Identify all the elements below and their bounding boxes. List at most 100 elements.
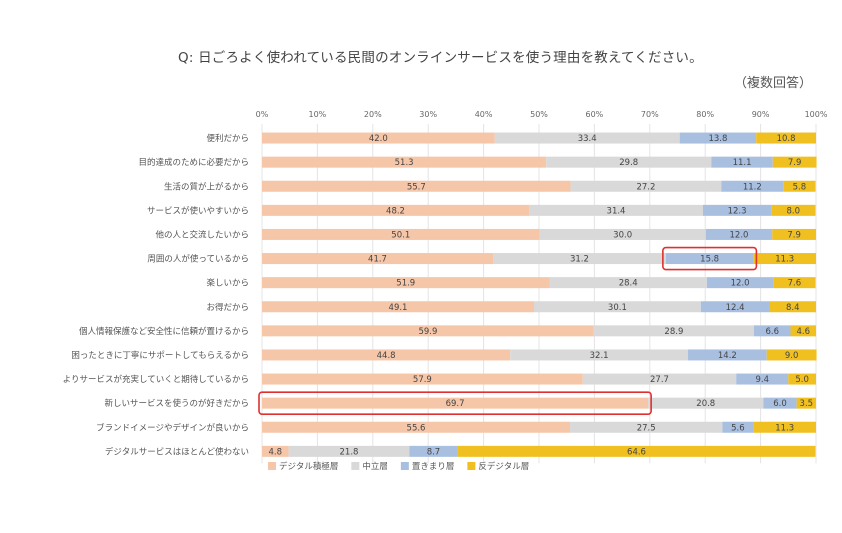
- data-label: 9.0: [785, 351, 799, 361]
- highlight-box: [662, 246, 758, 271]
- bar-segment: [753, 253, 816, 265]
- data-label: 12.0: [730, 230, 749, 240]
- data-label: 5.0: [795, 375, 809, 385]
- bar-segment: [494, 132, 680, 144]
- bar-segment: [262, 132, 495, 144]
- legend-swatch: [467, 462, 476, 470]
- bar-segment: [262, 253, 494, 265]
- category-label: 困ったときに丁寧にサポートしてもらえるから: [71, 350, 249, 361]
- category-label: 他の人と交流したいから: [155, 229, 249, 240]
- bar-segment: [665, 253, 754, 265]
- bar-segment: [753, 325, 791, 337]
- bar-segment: [648, 397, 764, 409]
- bar-segment: [796, 397, 816, 409]
- bar-segment: [706, 277, 774, 289]
- chart-title: Q: 日ごろよく使われている民間のオンラインサービスを使う理由を教えてください。: [178, 50, 703, 66]
- bar-segment: [700, 301, 770, 313]
- bar-segment: [288, 445, 410, 457]
- bar-segment: [756, 132, 816, 144]
- data-label: 27.7: [650, 375, 669, 385]
- bar-segment: [262, 301, 535, 313]
- category-label: 便利だから: [206, 133, 249, 144]
- data-label: 32.1: [590, 351, 609, 361]
- bar-segment: [529, 204, 703, 216]
- data-label: 30.0: [613, 230, 632, 240]
- data-label: 69.7: [446, 399, 465, 409]
- x-tick-label: 30%: [419, 110, 437, 119]
- bar-segment: [783, 180, 816, 192]
- data-label: 49.1: [389, 303, 408, 313]
- bar-segment: [702, 204, 772, 216]
- bar-segment: [262, 397, 649, 409]
- data-label: 6.6: [765, 327, 779, 337]
- bar-segment: [769, 301, 816, 313]
- bar-segment: [736, 373, 789, 385]
- x-tick-label: 60%: [586, 110, 604, 119]
- x-tick-label: 20%: [364, 110, 382, 119]
- data-label: 55.7: [407, 182, 426, 192]
- data-label: 7.9: [787, 230, 801, 240]
- data-label: 9.4: [755, 375, 769, 385]
- data-label: 14.2: [718, 351, 737, 361]
- bar-segment: [570, 421, 723, 433]
- legend-swatch: [268, 462, 276, 470]
- data-label: 12.3: [728, 206, 747, 216]
- bar-segment: [705, 228, 773, 240]
- bar-segment: [753, 421, 816, 433]
- x-tick-label: 70%: [641, 110, 659, 119]
- bar-segment: [409, 445, 458, 457]
- bar-segment: [262, 228, 540, 240]
- bar-segment: [262, 349, 511, 361]
- bar-segment: [262, 204, 530, 216]
- legend-label: デジタル積極層: [279, 461, 338, 472]
- bar-segment: [262, 421, 571, 433]
- bar-segment: [788, 373, 816, 385]
- data-label: 8.4: [786, 303, 800, 313]
- data-label: 8.7: [427, 447, 441, 457]
- data-label: 31.2: [570, 255, 589, 265]
- bar-segment: [773, 277, 816, 289]
- bar-segment: [262, 445, 289, 457]
- data-label: 50.1: [391, 230, 410, 240]
- data-label: 51.3: [395, 158, 414, 168]
- data-label: 8.0: [787, 206, 801, 216]
- bar-segment: [722, 421, 754, 433]
- data-label: 21.8: [340, 447, 359, 457]
- data-label: 51.9: [396, 279, 415, 289]
- x-tick-label: 90%: [752, 110, 770, 119]
- legend-swatch: [351, 462, 360, 470]
- data-label: 57.9: [413, 375, 432, 385]
- data-label: 42.0: [369, 134, 388, 144]
- legend-swatch: [400, 462, 409, 470]
- data-label: 5.6: [731, 423, 745, 433]
- data-label: 10.8: [777, 134, 796, 144]
- bar-segment: [688, 349, 767, 361]
- data-label: 15.8: [700, 255, 719, 265]
- bar-segment: [546, 156, 712, 168]
- data-label: 31.4: [607, 206, 626, 216]
- bar-segment: [582, 373, 737, 385]
- data-label: 33.4: [578, 134, 597, 144]
- data-label: 6.0: [773, 399, 787, 409]
- category-label: 新しいサービスを使うのが好きだから: [104, 398, 249, 409]
- bar-segment: [593, 325, 754, 337]
- category-label: ブランドイメージやデザインが良いから: [96, 422, 249, 433]
- x-tick-label: 0%: [256, 110, 269, 119]
- data-label: 59.9: [418, 327, 437, 337]
- bar-segment: [763, 397, 797, 409]
- bar-segment: [539, 228, 706, 240]
- data-label: 28.4: [619, 279, 638, 289]
- bar-segment: [772, 228, 816, 240]
- data-label: 3.5: [800, 399, 814, 409]
- x-tick-label: 40%: [475, 110, 493, 119]
- data-label: 5.8: [793, 182, 807, 192]
- bar-segment: [534, 301, 701, 313]
- data-label: 64.6: [627, 447, 646, 457]
- category-label: デジタルサービスはほとんど使わない: [105, 446, 249, 457]
- data-label: 7.6: [788, 279, 802, 289]
- data-label: 12.4: [726, 303, 745, 313]
- data-label: 27.2: [636, 182, 655, 192]
- category-label: よりサービスが充実していくと期待しているから: [63, 374, 249, 385]
- data-label: 20.8: [696, 399, 715, 409]
- bar-segment: [510, 349, 689, 361]
